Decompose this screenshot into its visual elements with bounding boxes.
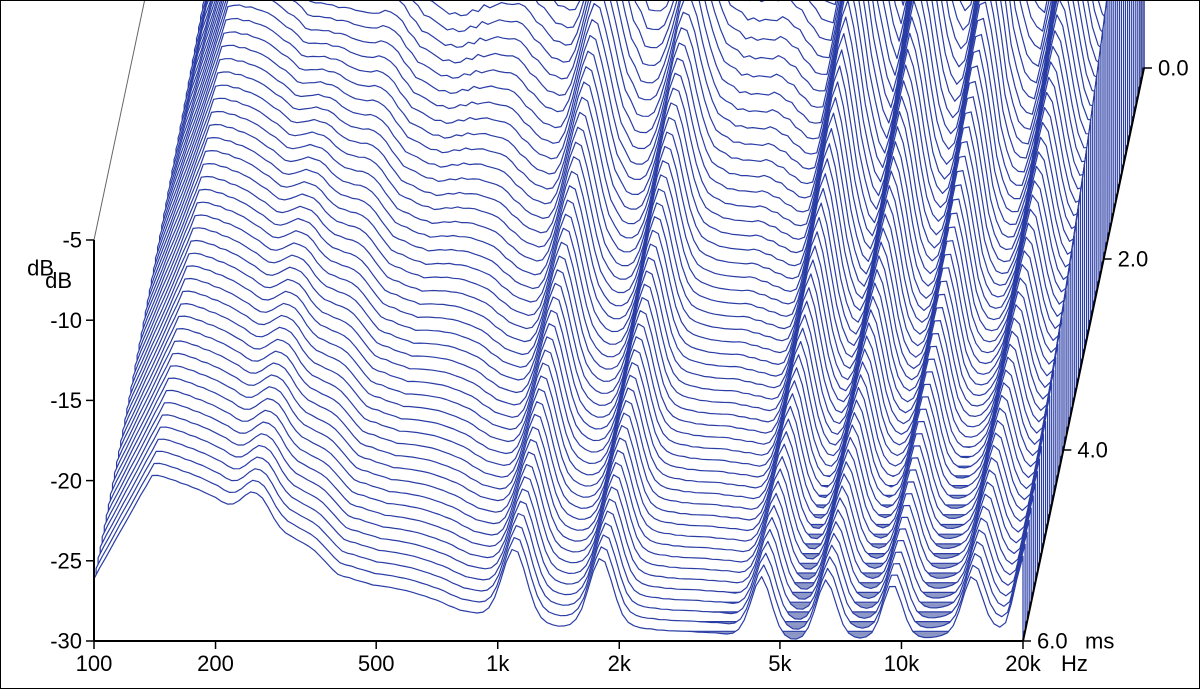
x-tick-label: 5k: [768, 651, 792, 676]
y-axis-unit: dB: [45, 268, 72, 293]
y-tick-label: -20: [50, 468, 82, 493]
waterfall-csd-chart: 100 200 500 1k 2k 5k 10k 20k Hz -5 -10 -15 -20 -25 -30…: [0, 0, 1200, 689]
x-tick-label: 10k: [884, 651, 920, 676]
z-tick-label: 0.0: [1158, 56, 1189, 81]
y-tick-label: -15: [50, 388, 82, 413]
x-tick-label: 100: [76, 651, 113, 676]
x-tick-label: 200: [197, 651, 234, 676]
x-tick-label: 20k: [1005, 651, 1041, 676]
y-tick-label: -25: [50, 549, 82, 574]
y-tick-label: -5: [62, 228, 82, 253]
z-axis-unit: ms: [1085, 629, 1114, 654]
x-tick-label: 2k: [608, 651, 632, 676]
x-tick-label: 1k: [486, 651, 510, 676]
x-axis-unit: Hz: [1061, 651, 1088, 676]
z-tick-label: 2.0: [1118, 247, 1149, 272]
z-tick-label: 4.0: [1077, 438, 1108, 463]
y-tick-label: -10: [50, 308, 82, 333]
waterfall-slices: [94, 0, 1144, 641]
x-tick-label: 500: [358, 651, 395, 676]
z-tick-label: 6.0: [1037, 629, 1068, 654]
y-tick-label: -30: [50, 629, 82, 654]
